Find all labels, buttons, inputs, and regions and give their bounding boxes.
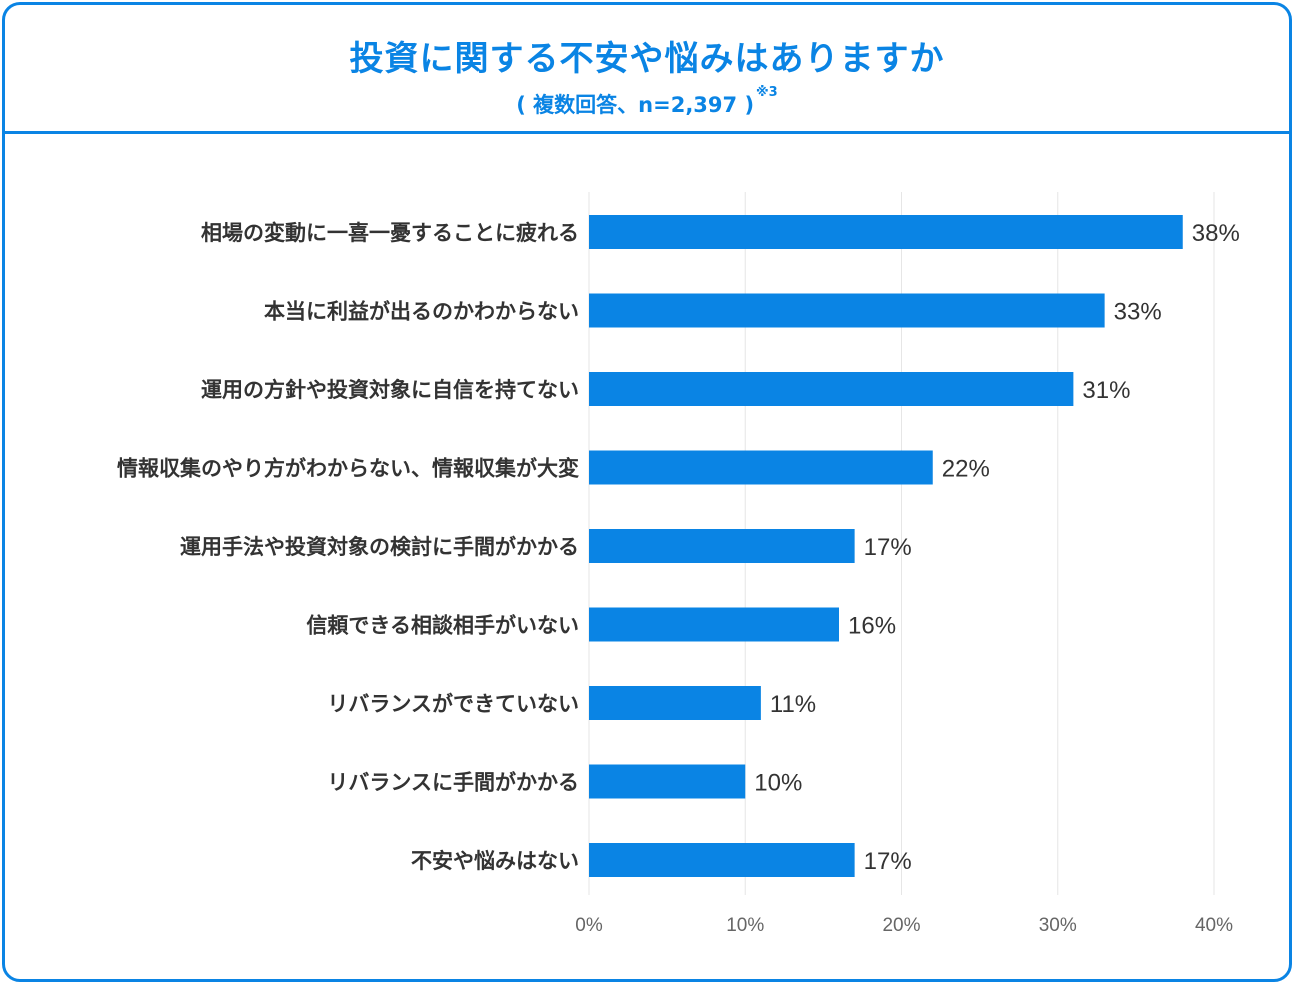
data-label: 17% [864, 534, 912, 561]
value-labels: 38% 33% 31% 22% 17% 16% 11% 10% 17% [754, 220, 1240, 875]
chart-subtitle: ( 複数回答、n=2,397 )※3 [5, 85, 1289, 119]
bar [589, 764, 746, 799]
category-label: 信頼できる相談相手がいない [306, 614, 579, 638]
category-label: 運用手法や投資対象の検討に手間がかかる [180, 535, 579, 559]
bar [589, 450, 933, 485]
bar [589, 843, 855, 877]
category-label: リバランスができていない [327, 692, 579, 716]
data-label: 31% [1082, 377, 1130, 404]
data-label: 33% [1114, 299, 1162, 326]
x-tick-label: 40% [1195, 915, 1233, 936]
footnote-mark: ※3 [756, 85, 778, 100]
data-label: 22% [942, 456, 990, 483]
category-labels: 相場の変動に一喜一憂することに疲れる本当に利益が出るのかわからない運用の方針や投… [117, 221, 579, 873]
bar [589, 686, 761, 720]
data-label: 16% [848, 613, 896, 640]
chart-title: 投資に関する不安や悩みはありますか [349, 39, 945, 79]
chart-subtitle-text: ( 複数回答、n=2,397 ) [516, 93, 755, 117]
data-label: 11% [770, 691, 816, 718]
category-label: 運用の方針や投資対象に自信を持てない [201, 378, 579, 402]
category-label: 情報収集のやり方がわからない、情報収集が大変 [117, 457, 579, 481]
data-label: 10% [754, 770, 802, 797]
bar [589, 293, 1105, 328]
category-label: リバランスに手間がかかる [327, 771, 579, 795]
bars [589, 215, 1183, 877]
x-tick-label: 10% [726, 915, 764, 936]
bar [589, 215, 1183, 249]
chart-header: 投資に関する不安や悩みはありますか ( 複数回答、n=2,397 )※3 [5, 5, 1289, 134]
bar [589, 372, 1074, 406]
x-tick-label: 0% [575, 915, 603, 936]
x-axis-ticks: 0% 10% 20% 30% 40% [575, 915, 1233, 936]
category-label: 不安や悩みはない [411, 849, 579, 873]
bar [589, 529, 855, 563]
data-label: 17% [864, 848, 912, 875]
bar [589, 607, 839, 642]
x-tick-label: 20% [882, 915, 920, 936]
category-label: 本当に利益が出るのかわからない [264, 300, 579, 324]
data-label: 38% [1192, 220, 1240, 247]
category-label: 相場の変動に一喜一憂することに疲れる [201, 221, 579, 245]
x-tick-label: 30% [1039, 915, 1077, 936]
